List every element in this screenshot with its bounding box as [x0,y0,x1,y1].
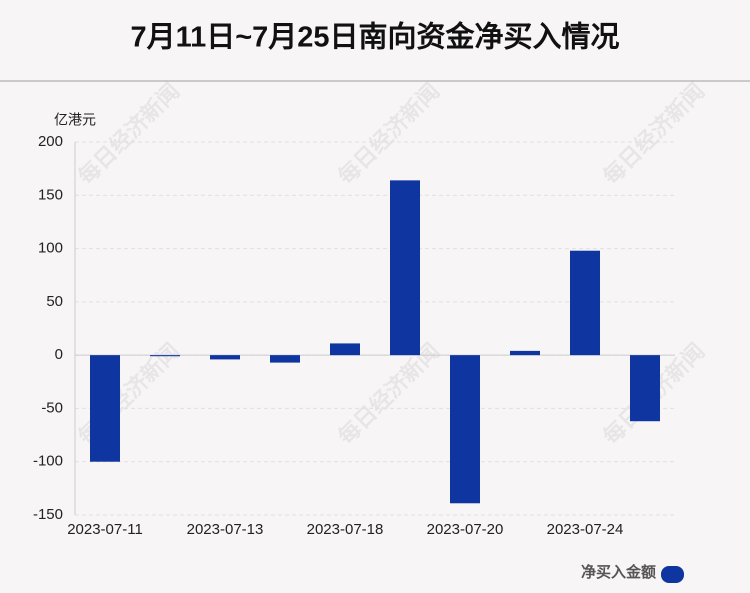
x-tick-label: 2023-07-11 [67,521,143,538]
bar [510,350,540,356]
bar [390,180,420,356]
bar [270,355,300,363]
bar [630,355,660,422]
y-tick-label: 0 [55,346,63,363]
bar [210,355,240,360]
x-tick-label: 2023-07-24 [547,521,624,538]
x-tick-label: 2023-07-13 [187,521,264,538]
y-tick-label: 100 [38,240,63,257]
x-tick-label: 2023-07-20 [427,521,504,538]
y-tick-label: -150 [33,506,63,523]
y-tick-label: -50 [41,399,63,416]
chart-title: 7月11日~7月25日南向资金净买入情况 [130,20,619,54]
y-tick-label: 150 [38,186,63,203]
y-axis-label: 亿港元 [54,112,96,128]
bar [90,355,120,462]
legend-swatch [661,566,684,583]
legend-label: 净买入金额 [581,563,656,581]
x-tick-label: 2023-07-18 [307,521,384,538]
bar [570,250,600,356]
y-tick-label: -100 [33,453,63,470]
y-tick-label: 50 [46,293,63,310]
bar [330,343,360,356]
y-tick-label: 200 [38,133,63,150]
bar [150,355,180,357]
bar [450,355,480,504]
